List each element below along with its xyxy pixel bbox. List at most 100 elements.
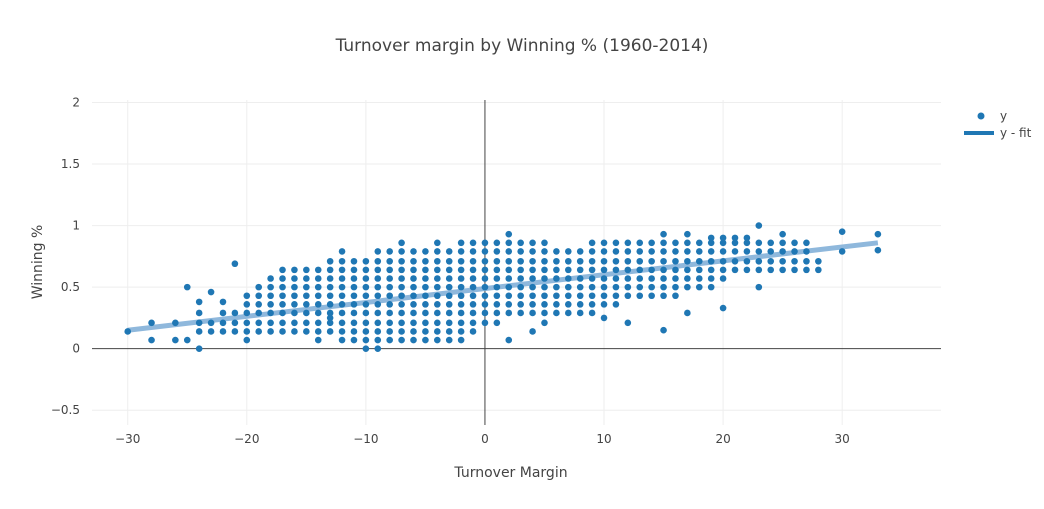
data-point [707,275,715,282]
data-point [445,266,453,274]
legend-label-fit: y - fit [1000,126,1032,140]
data-point [314,275,322,282]
data-point [695,239,703,247]
data-point [207,319,215,327]
data-point [398,248,405,255]
data-point [422,292,429,300]
data-point [648,266,655,274]
data-point [695,248,703,255]
data-point [279,301,286,308]
data-point [660,248,667,255]
data-point [564,301,572,308]
data-point [517,292,524,300]
data-point [183,336,191,344]
y-axis-title: Winning % [30,225,46,300]
data-point [398,336,405,344]
data-point [350,336,358,344]
y-tick-label: −0.5 [51,403,80,417]
data-point [481,248,489,255]
data-point [362,292,370,300]
data-point [684,283,691,291]
data-point [553,248,560,255]
data-point [195,319,203,327]
data-point [648,248,655,255]
data-point [803,239,810,247]
data-point [326,309,334,317]
x-tick-label: −20 [234,432,259,446]
data-point [612,301,620,308]
data-point [576,309,584,317]
legend-item-fit[interactable]: y - fit [964,126,1032,140]
data-point [624,266,632,274]
data-point [338,275,346,282]
data-point [695,275,703,282]
data-point [481,292,489,300]
data-point [362,336,370,344]
data-point [588,266,596,274]
data-point [541,257,548,265]
data-point [564,275,572,282]
data-point [588,239,596,247]
data-point [148,336,155,344]
data-point [743,239,751,247]
data-point [672,266,679,274]
data-point [338,248,346,255]
y-tick-label: 0.5 [61,280,80,294]
data-point [314,266,322,274]
data-point [672,275,679,282]
data-point [469,257,477,265]
data-point [493,292,501,300]
data-point [291,292,298,300]
data-point [469,248,477,255]
data-point [422,319,429,327]
x-tick-label: 30 [835,432,850,446]
data-point [398,257,405,265]
data-point [791,266,798,274]
data-point [350,309,358,317]
data-point [410,283,417,291]
data-point [243,301,251,308]
data-point [684,248,691,255]
data-point [445,336,453,344]
x-tick-label: −10 [353,432,378,446]
data-point [374,319,382,327]
data-point [779,257,786,265]
data-point [303,328,310,335]
data-point [231,319,239,327]
x-tick-label: 0 [481,432,489,446]
data-point [624,248,632,255]
data-point [374,336,382,344]
data-point [529,257,536,265]
data-point [279,275,286,282]
data-point [600,257,608,265]
data-point [314,319,322,327]
data-point [541,301,548,308]
data-point [564,257,572,265]
data-point [576,275,584,282]
data-point [660,266,667,274]
data-point [743,234,751,242]
data-point [481,309,489,317]
data-point [576,248,584,255]
legend: y y - fit [964,109,1032,140]
data-point [493,266,501,274]
data-point [541,266,548,274]
data-point [398,301,405,308]
data-point [457,266,465,274]
data-point [493,283,501,291]
legend-item-points[interactable]: y [977,109,1008,123]
data-point [684,257,691,265]
data-point [838,248,846,255]
data-point [505,309,513,317]
data-point [624,319,632,327]
data-point [338,309,346,317]
data-point [338,336,346,344]
data-point [326,283,334,291]
data-point [457,283,465,291]
data-point [267,328,274,335]
data-point [291,275,298,282]
data-point [386,275,393,282]
data-point [517,275,524,282]
data-point [874,230,882,238]
